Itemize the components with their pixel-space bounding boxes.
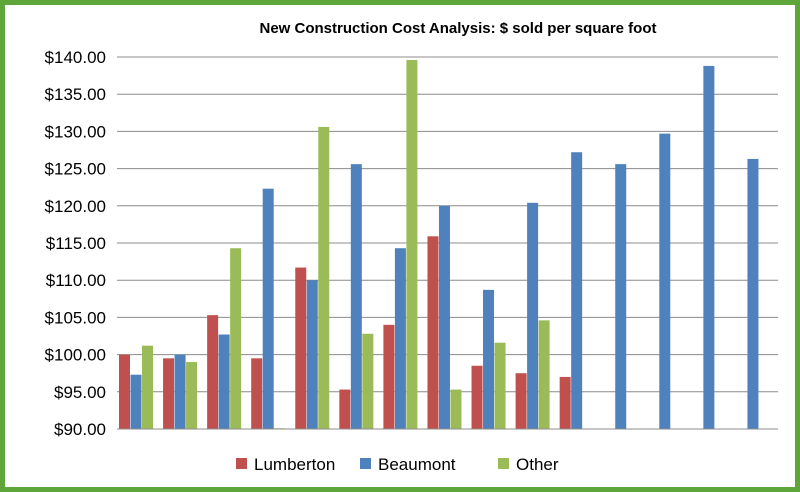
legend-swatch-beaumont	[360, 458, 371, 469]
bar-other-6	[362, 333, 374, 429]
y-tick-label: $125.00	[45, 160, 106, 179]
y-axis-tick-labels: $140.00 $135.00 $130.00 $125.00 $120.00 $115.…	[45, 48, 106, 439]
bars	[119, 59, 759, 430]
bar-other-5	[318, 126, 330, 429]
bar-lumberton-10	[515, 373, 527, 429]
legend-swatch-other	[498, 458, 509, 469]
bar-lumberton-9	[471, 365, 483, 429]
bar-lumberton-3	[207, 315, 219, 429]
legend-swatch-lumberton	[236, 458, 247, 469]
bar-beaumont-12	[615, 164, 627, 430]
bar-other-2	[186, 362, 198, 429]
bar-beaumont-15	[747, 158, 759, 430]
bar-lumberton-7	[383, 324, 395, 429]
bar-beaumont-9	[483, 289, 495, 429]
y-tick-label: $120.00	[45, 197, 106, 216]
bar-beaumont-5	[306, 280, 318, 429]
bar-lumberton-11	[559, 376, 571, 429]
y-tick-label: $135.00	[45, 85, 106, 104]
legend-label-other: Other	[516, 455, 559, 474]
bar-beaumont-6	[350, 164, 362, 430]
legend: Lumberton Beaumont Other	[236, 455, 559, 474]
bar-beaumont-14	[703, 65, 715, 429]
y-tick-label: $130.00	[45, 122, 106, 141]
y-tick-label: $105.00	[45, 308, 106, 327]
bar-beaumont-8	[438, 205, 450, 429]
bar-lumberton-2	[163, 358, 175, 429]
bar-lumberton-6	[339, 389, 351, 429]
bar-beaumont-2	[174, 354, 186, 429]
legend-label-beaumont: Beaumont	[378, 455, 456, 474]
bar-other-3	[230, 248, 242, 429]
bar-beaumont-7	[394, 248, 406, 429]
bar-lumberton-5	[295, 267, 307, 429]
bar-beaumont-4	[262, 188, 274, 429]
y-tick-label: $110.00	[46, 271, 106, 290]
bar-lumberton-1	[119, 354, 130, 429]
y-tick-label: $95.00	[54, 383, 106, 402]
bar-lumberton-4	[251, 358, 263, 429]
bar-other-10	[538, 320, 550, 429]
bar-other-9	[494, 342, 506, 429]
y-tick-label: $100.00	[45, 346, 106, 365]
y-tick-label: $115.00	[46, 234, 106, 253]
y-tick-label: $140.00	[45, 48, 106, 67]
bar-beaumont-10	[527, 202, 539, 429]
y-tick-label: $90.00	[54, 420, 106, 439]
bar-other-8	[450, 389, 462, 429]
bar-other-1	[142, 345, 153, 429]
bar-beaumont-1	[130, 374, 142, 429]
bar-lumberton-8	[427, 236, 439, 429]
bar-beaumont-13	[659, 133, 671, 429]
bar-beaumont-3	[218, 334, 230, 429]
bar-other-7	[406, 59, 418, 429]
bar-beaumont-11	[571, 152, 583, 429]
chart-title: New Construction Cost Analysis: $ sold p…	[259, 20, 656, 37]
legend-label-lumberton: Lumberton	[254, 455, 335, 474]
